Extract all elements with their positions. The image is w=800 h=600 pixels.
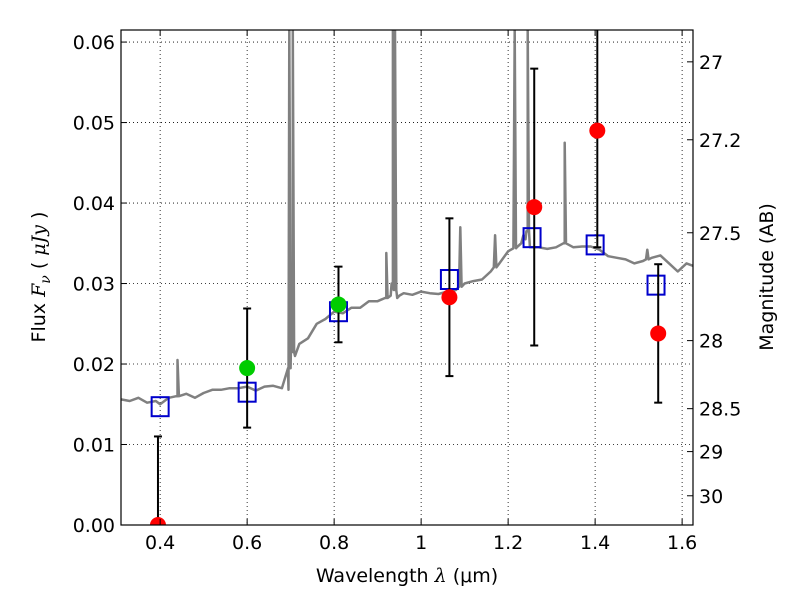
x-axis-title: Wavelength λ (μm) — [316, 565, 498, 587]
y-tick-label: 0.04 — [73, 193, 115, 215]
model-point — [522, 227, 542, 249]
plot-frame — [120, 29, 694, 526]
y2-axis-title: Magnitude (AB) — [756, 203, 778, 351]
y2-tick-label: 27 — [699, 52, 723, 74]
y2-tick-label: 27.2 — [699, 130, 741, 152]
observed-point — [526, 199, 543, 216]
x-tick-label: 0.6 — [232, 532, 262, 554]
x-tick-label: 1.6 — [667, 532, 697, 554]
y-tick-label: 0.00 — [73, 515, 115, 537]
observed-point — [239, 360, 256, 377]
observed-point — [330, 296, 347, 313]
y2-tick-label: 30 — [699, 486, 723, 508]
x-tick-label: 0.8 — [319, 532, 349, 554]
x-tick-label: 1.4 — [580, 532, 610, 554]
observed-point — [149, 517, 166, 525]
observed-point — [441, 289, 458, 306]
observed-point — [650, 325, 667, 342]
model-point — [585, 234, 605, 256]
y-tick-label: 0.02 — [73, 354, 115, 376]
y-tick-label: 0.01 — [73, 435, 115, 457]
y2-tick-label: 28 — [699, 331, 723, 353]
photometry-markers — [149, 30, 667, 525]
model-point — [150, 396, 170, 418]
model-point — [646, 274, 666, 296]
y2-tick-label: 27.5 — [699, 223, 741, 245]
y-tick-label: 0.06 — [73, 32, 115, 54]
axis-ticks: 0.4 0.6 0.8 1 1.2 1.4 1.6 0.00 0.01 0.02 0.03 0.04 0… — [73, 30, 741, 554]
y2-tick-label: 29 — [699, 442, 723, 464]
x-tick-label: 1 — [415, 532, 427, 554]
y-tick-label: 0.05 — [73, 113, 115, 135]
observed-point — [589, 122, 606, 139]
y2-tick-label: 28.5 — [699, 399, 741, 421]
x-tick-label: 0.4 — [145, 532, 175, 554]
y-axis-title: Flux Fν ( μJy ) — [28, 212, 54, 343]
x-tick-label: 1.2 — [493, 532, 523, 554]
y-tick-label: 0.03 — [73, 274, 115, 296]
